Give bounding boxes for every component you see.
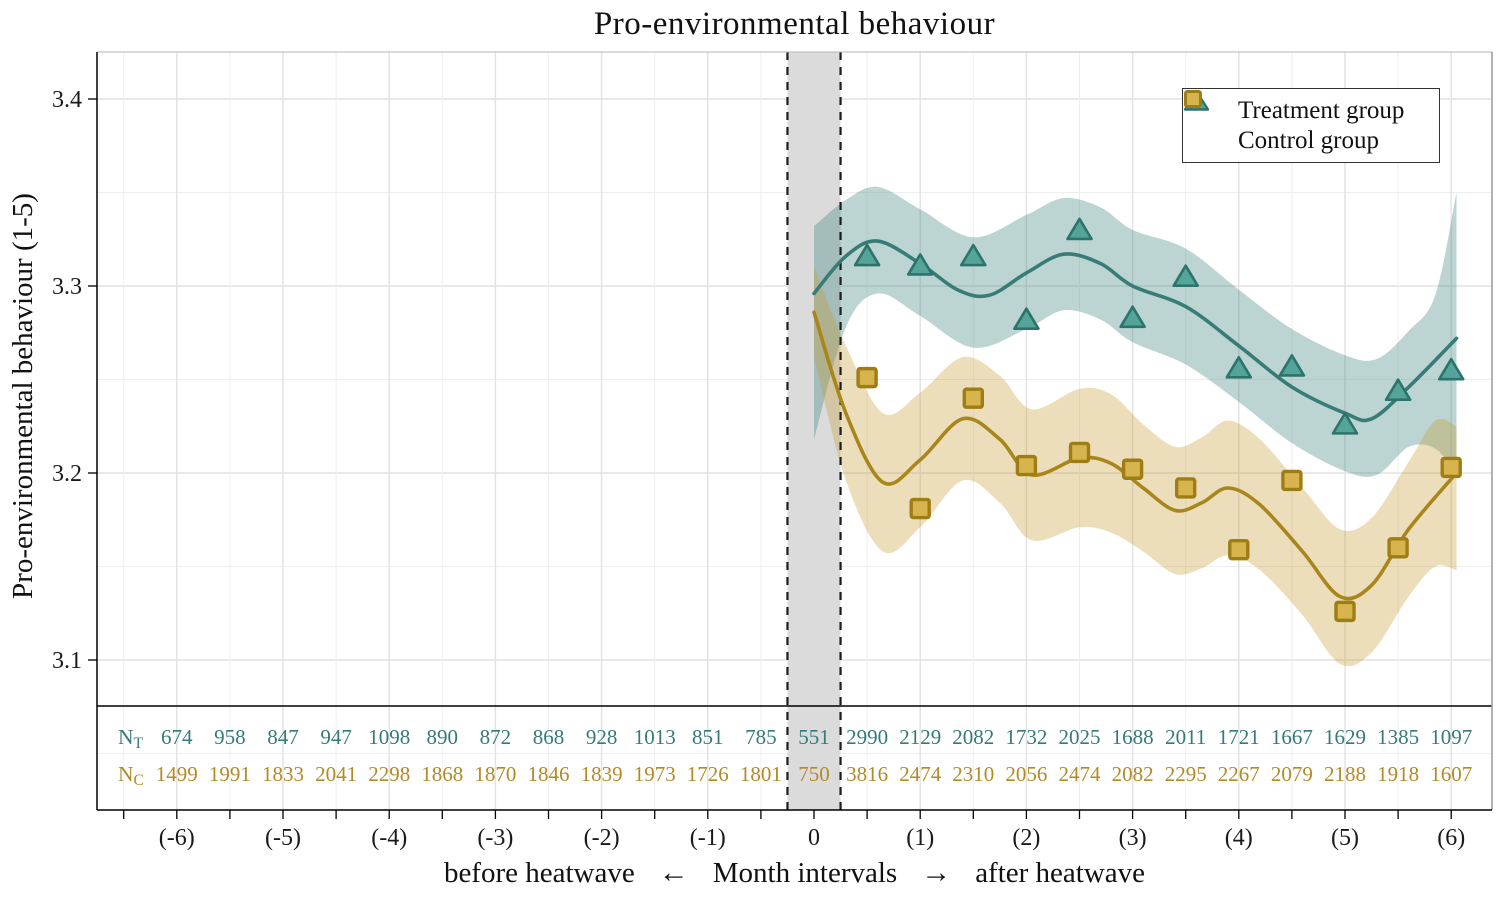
svg-text:2188: 2188 [1324,762,1366,786]
svg-text:1688: 1688 [1112,725,1154,749]
svg-text:3.4: 3.4 [52,87,82,113]
svg-text:(-6): (-6) [159,825,195,851]
y-axis-title: Pro-environmental behaviour (1-5) [7,193,39,599]
svg-text:2295: 2295 [1165,762,1207,786]
svg-text:(5): (5) [1331,825,1359,851]
svg-text:2990: 2990 [846,725,888,749]
svg-text:2267: 2267 [1218,762,1260,786]
svg-text:2129: 2129 [899,725,941,749]
legend-label: Control group [1238,127,1379,154]
svg-text:674: 674 [161,725,193,749]
right-arrow-icon: → [921,856,952,889]
svg-text:1846: 1846 [528,762,570,786]
svg-text:1833: 1833 [262,762,304,786]
svg-text:2079: 2079 [1271,762,1313,786]
svg-text:851: 851 [692,725,724,749]
svg-text:3.3: 3.3 [52,274,82,300]
legend-item-treatment: Treatment group [1183,90,1439,126]
svg-text:3816: 3816 [846,762,888,786]
svg-text:1868: 1868 [421,762,463,786]
svg-text:1629: 1629 [1324,725,1366,749]
svg-text:(-5): (-5) [265,825,301,851]
x-label-after: after heatwave [975,857,1146,889]
svg-text:0: 0 [808,825,820,851]
svg-text:1499: 1499 [156,762,198,786]
svg-text:(-4): (-4) [371,825,407,851]
svg-text:1013: 1013 [634,725,676,749]
svg-text:1667: 1667 [1271,725,1313,749]
svg-text:847: 847 [267,725,299,749]
svg-text:1918: 1918 [1377,762,1419,786]
legend-item-control: Control group [1183,90,1439,156]
svg-text:(-1): (-1) [690,825,726,851]
x-label-before: before heatwave [443,857,635,889]
svg-text:1726: 1726 [687,762,729,786]
svg-text:(1): (1) [906,825,934,851]
svg-text:(4): (4) [1225,825,1253,851]
svg-text:958: 958 [214,725,246,749]
svg-text:2082: 2082 [1112,762,1154,786]
svg-text:2011: 2011 [1165,725,1206,749]
svg-text:(6): (6) [1437,825,1465,851]
svg-text:2298: 2298 [368,762,410,786]
svg-text:1385: 1385 [1377,725,1419,749]
svg-text:928: 928 [586,725,618,749]
legend: Treatment group Control group [1182,88,1440,163]
svg-text:868: 868 [533,725,565,749]
x-axis-title: before heatwave ← Month intervals → after he… [97,856,1492,890]
svg-text:1801: 1801 [740,762,782,786]
svg-text:2474: 2474 [899,762,942,786]
svg-text:NT: NT [118,725,144,752]
svg-text:2056: 2056 [1005,762,1047,786]
svg-text:2025: 2025 [1059,725,1101,749]
svg-text:(3): (3) [1119,825,1147,851]
svg-text:1732: 1732 [1005,725,1047,749]
svg-text:890: 890 [427,725,459,749]
svg-text:(-2): (-2) [584,825,620,851]
svg-text:872: 872 [480,725,512,749]
svg-text:947: 947 [320,725,352,749]
svg-text:2474: 2474 [1059,762,1102,786]
chart-title: Pro-environmental behaviour [593,6,996,42]
svg-text:(-3): (-3) [477,825,513,851]
svg-text:1721: 1721 [1218,725,1260,749]
svg-text:2082: 2082 [952,725,994,749]
svg-text:750: 750 [798,762,830,786]
svg-text:1607: 1607 [1430,762,1472,786]
svg-text:2310: 2310 [952,762,994,786]
svg-text:3.1: 3.1 [52,648,82,674]
legend-label: Treatment group [1238,97,1405,124]
svg-text:1098: 1098 [368,725,410,749]
svg-text:1973: 1973 [634,762,676,786]
svg-text:1991: 1991 [209,762,251,786]
left-arrow-icon: ← [658,856,689,889]
svg-text:1839: 1839 [581,762,623,786]
x-label-center: Month intervals [712,857,898,889]
svg-text:1097: 1097 [1430,725,1472,749]
svg-text:2041: 2041 [315,762,357,786]
svg-text:1870: 1870 [474,762,516,786]
svg-text:3.2: 3.2 [52,461,82,487]
svg-text:NC: NC [118,762,144,789]
svg-text:(2): (2) [1012,825,1040,851]
svg-text:785: 785 [745,725,777,749]
svg-text:551: 551 [798,725,830,749]
